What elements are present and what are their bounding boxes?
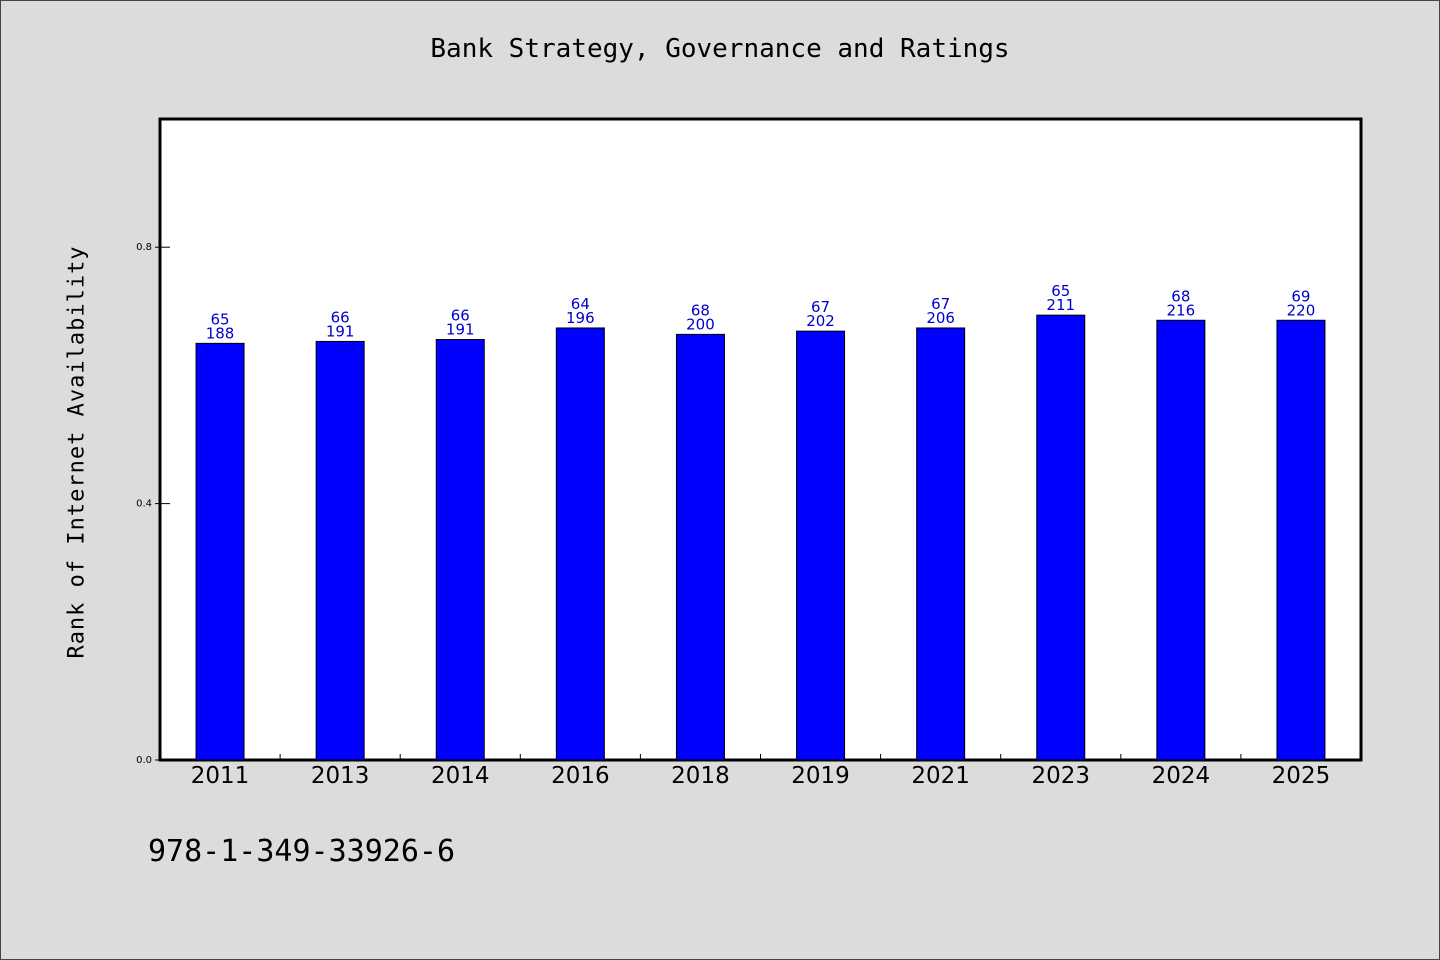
data-label-top-2014: 66: [451, 307, 470, 325]
data-label-top-2016: 64: [571, 295, 590, 313]
bar-2025: [1276, 319, 1326, 761]
isbn-text: 978-1-349-33926-6: [148, 834, 456, 869]
x-tick-label-2014: 2014: [431, 763, 490, 789]
bar-2016: [555, 327, 605, 761]
data-label-top-2011: 65: [211, 310, 230, 328]
data-label-bottom-2011: 188: [206, 324, 235, 342]
data-label-top-2019: 67: [811, 298, 830, 316]
data-label-bottom-2021: 206: [926, 309, 955, 327]
x-tick-label-2016: 2016: [551, 763, 610, 789]
x-tick-label-2025: 2025: [1272, 763, 1331, 789]
bar-2024: [1156, 319, 1206, 761]
y-tick-label: 0.4: [136, 499, 152, 510]
x-tick-label-2019: 2019: [791, 763, 850, 789]
data-label-bottom-2024: 216: [1167, 301, 1196, 319]
data-label-bottom-2019: 202: [806, 312, 835, 330]
x-tick-label-2024: 2024: [1152, 763, 1211, 789]
data-label-bottom-2013: 191: [326, 322, 355, 340]
x-tick-label-2018: 2018: [671, 763, 730, 789]
data-label-top-2025: 69: [1291, 287, 1310, 305]
bar-2014: [435, 339, 485, 761]
data-label-bottom-2025: 220: [1287, 301, 1316, 319]
data-label-top-2018: 68: [691, 301, 710, 319]
data-label-top-2021: 67: [931, 295, 950, 313]
bar-2021: [916, 327, 966, 761]
y-tick-label: 0.8: [136, 242, 152, 253]
x-tick-label-2021: 2021: [911, 763, 970, 789]
y-axis-ticks: 0.0 0.4 0.8: [136, 242, 170, 766]
data-label-bottom-2016: 196: [566, 309, 595, 327]
x-tick-label-2011: 2011: [191, 763, 250, 789]
bar-2019: [796, 330, 846, 761]
chart-title: Bank Strategy, Governance and Ratings: [430, 34, 1010, 64]
x-tick-label-2023: 2023: [1031, 763, 1090, 789]
bar-2023: [1036, 314, 1086, 761]
data-label-top-2013: 66: [331, 308, 350, 326]
data-label-bottom-2018: 200: [686, 315, 715, 333]
bar-2018: [675, 333, 725, 761]
bars-group: [195, 314, 1326, 761]
bar-2011: [195, 342, 245, 761]
bar-2013: [315, 340, 365, 761]
data-label-top-2024: 68: [1171, 287, 1190, 305]
x-tick-label-2013: 2013: [311, 763, 370, 789]
data-label-top-2023: 65: [1051, 282, 1070, 300]
x-axis-ticks: 2011 2013 2014 2016 2018 2019 2021 2023 2024 2025: [191, 754, 1330, 789]
data-label-bottom-2014: 191: [446, 321, 475, 339]
y-tick-label: 0.0: [136, 755, 152, 766]
data-label-bottom-2023: 211: [1046, 296, 1075, 314]
